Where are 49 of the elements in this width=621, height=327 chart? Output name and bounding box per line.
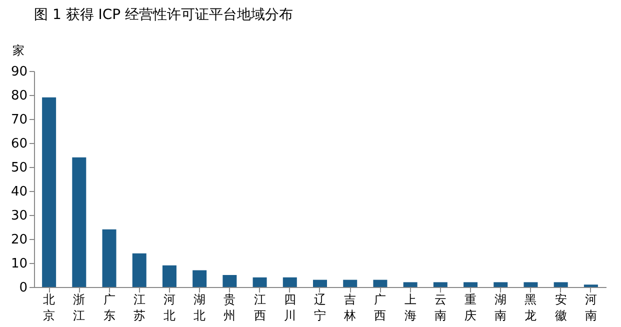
chart-title: 图 1 获得 ICP 经营性许可证平台地域分布 — [34, 7, 294, 23]
bar — [72, 157, 86, 287]
y-tick-label: 30 — [10, 208, 28, 224]
y-tick-label: 40 — [10, 184, 28, 200]
x-tick-label: 湖北 — [194, 292, 206, 322]
x-tick-label: 河南 — [584, 292, 597, 322]
x-tick-label: 四川 — [284, 292, 296, 322]
bar — [192, 270, 207, 287]
bar — [282, 277, 297, 287]
bar — [524, 282, 538, 287]
bar — [162, 265, 176, 287]
x-tick-label: 云南 — [434, 292, 446, 322]
x-tick-label: 河北 — [163, 292, 176, 322]
x-tick-label: 重庆 — [464, 292, 477, 322]
y-tick-label: 20 — [10, 232, 28, 248]
x-tick-label: 浙江 — [73, 292, 86, 322]
y-tick-label: 80 — [10, 88, 28, 104]
bar — [132, 253, 146, 287]
bar — [554, 282, 568, 287]
bar — [102, 229, 116, 287]
bar — [252, 277, 267, 287]
bar — [494, 282, 508, 287]
x-tick-label: 上海 — [404, 292, 416, 322]
bar — [42, 97, 56, 287]
bar — [343, 280, 358, 287]
x-tick-label: 广西 — [374, 292, 386, 322]
bar — [403, 282, 418, 287]
bar — [373, 280, 388, 287]
y-tick-label: 50 — [10, 160, 28, 176]
y-tick-label: 90 — [10, 64, 28, 80]
x-tick-label: 安徽 — [554, 292, 567, 322]
x-tick-label: 辽宁 — [314, 292, 326, 322]
x-tick-label: 贵州 — [224, 292, 236, 322]
y-axis-title: 家 — [12, 44, 24, 58]
y-tick-label: 70 — [10, 112, 28, 128]
y-tick-label: 0 — [19, 280, 28, 296]
y-tick-label: 10 — [10, 256, 28, 272]
x-tick-label: 广东 — [103, 292, 116, 322]
bar — [433, 282, 448, 287]
y-tick-label: 60 — [10, 136, 28, 152]
x-tick-label: 江苏 — [133, 292, 146, 322]
bar — [222, 275, 237, 287]
x-tick-label: 吉林 — [343, 292, 356, 322]
x-tick-label: 湖南 — [494, 292, 507, 322]
x-tick-label: 黑龙 — [524, 292, 537, 322]
x-tick-label: 北京 — [43, 292, 56, 322]
bar — [464, 282, 478, 287]
x-tick-label: 江西 — [254, 292, 266, 322]
bar — [313, 280, 327, 287]
